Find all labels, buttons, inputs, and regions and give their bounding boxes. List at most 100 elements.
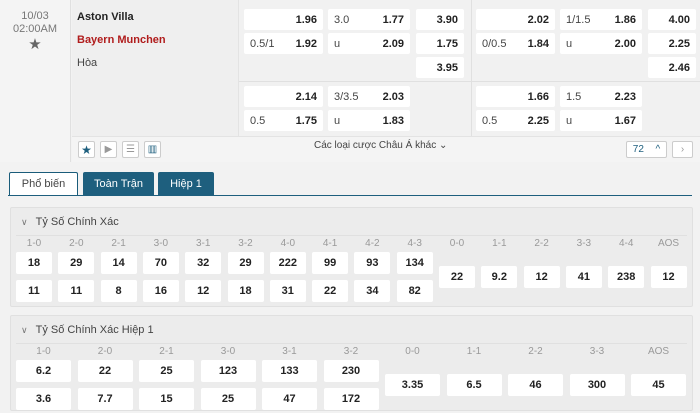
odds-line: 0.5/1	[250, 37, 275, 50]
draw-score-odds[interactable]: 12	[523, 266, 560, 288]
stats-icon[interactable]: ▥	[144, 141, 161, 158]
score-label: 4-0	[280, 238, 296, 249]
odds-line: 3.0	[334, 13, 350, 26]
1x2-odds[interactable]: 2.46	[648, 57, 696, 78]
odds-value: 2.00	[614, 37, 636, 50]
home-score-odds[interactable]: 29	[58, 252, 95, 274]
away-score-odds[interactable]: 34	[354, 280, 391, 302]
draw-score-odds[interactable]: 41	[565, 266, 602, 288]
home-team: Aston Villa	[77, 11, 134, 23]
odds-value: 3.90	[436, 13, 458, 26]
score-label: 2-2	[528, 346, 543, 357]
more-bets-button[interactable]: Các loại cược Châu Á khác ⌄	[314, 140, 447, 151]
away-score-odds[interactable]: 16	[142, 280, 179, 302]
away-score-odds[interactable]: 8	[100, 280, 137, 302]
odds-value: 1.84	[527, 37, 549, 50]
away-score-odds[interactable]: 47	[262, 388, 317, 410]
score-label: 1-1	[466, 346, 482, 357]
tab-first-half[interactable]: Hiệp 1	[158, 172, 214, 195]
away-score-odds[interactable]: 172	[323, 388, 379, 410]
home-score-odds[interactable]: 134	[396, 252, 433, 274]
over-under-odds[interactable]: 3.0 1.77	[328, 9, 410, 30]
home-score-odds[interactable]: 14	[100, 252, 137, 274]
odds-value: 1.96	[295, 13, 317, 26]
count-button[interactable]: 72 ^	[626, 141, 667, 158]
handicap-odds[interactable]: 1.96	[244, 9, 323, 30]
over-under-odds[interactable]: u 1.83	[328, 110, 410, 131]
score-label: 1-1	[492, 238, 507, 249]
tab-full-match[interactable]: Toàn Trận	[83, 172, 154, 195]
away-score-odds[interactable]: 22	[312, 280, 349, 302]
odds-value: 1.77	[382, 13, 404, 26]
handicap-odds[interactable]: 0/0.5 1.84	[476, 33, 555, 54]
play-icon[interactable]: ▶	[100, 141, 117, 158]
home-score-odds[interactable]: 25	[139, 360, 194, 382]
away-score-odds[interactable]: 15	[139, 388, 194, 410]
tab-popular[interactable]: Phổ biến	[9, 172, 78, 195]
away-score-odds[interactable]: 7.7	[77, 388, 133, 410]
next-button[interactable]: ›	[672, 141, 693, 158]
draw-score-odds[interactable]: 12	[650, 266, 687, 288]
odds-line: 0.5	[482, 114, 498, 127]
score-label: 2-0	[97, 346, 113, 357]
favorite-star-icon[interactable]: ★	[78, 141, 95, 158]
draw-score-odds[interactable]: 3.35	[385, 374, 440, 396]
chevron-up-icon: ^	[655, 144, 661, 155]
1x2-odds[interactable]: 1.75	[416, 33, 464, 54]
draw-score-odds[interactable]: 9.2	[481, 266, 518, 288]
home-score-odds[interactable]: 230	[323, 360, 379, 382]
home-score-odds[interactable]: 22	[77, 360, 133, 382]
handicap-odds[interactable]: 2.14	[244, 86, 323, 107]
home-score-odds[interactable]: 6.2	[16, 360, 71, 382]
section-header[interactable]: ∨ Tỷ Số Chính Xác Hiệp 1	[21, 324, 154, 336]
over-under-odds[interactable]: u 1.67	[560, 110, 642, 131]
home-score-odds[interactable]: 93	[354, 252, 391, 274]
more-bets-label: Các loại cược Châu Á khác	[314, 140, 437, 151]
away-score-odds[interactable]: 82	[396, 280, 433, 302]
home-score-odds[interactable]: 222	[269, 252, 306, 274]
draw-score-odds[interactable]: 22	[439, 266, 475, 288]
1x2-odds[interactable]: 2.25	[648, 33, 696, 54]
handicap-odds[interactable]: 2.02	[476, 9, 555, 30]
odds-line: 0.5	[250, 114, 266, 127]
score-label: 2-0	[69, 238, 84, 249]
1x2-odds[interactable]: 4.00	[648, 9, 696, 30]
match-clock: 02:00AM	[12, 23, 58, 35]
away-score-odds[interactable]: 25	[200, 388, 256, 410]
over-under-odds[interactable]: 1/1.5 1.86	[560, 9, 642, 30]
handicap-odds[interactable]: 0.5 2.25	[476, 110, 555, 131]
1x2-odds[interactable]: 3.90	[416, 9, 464, 30]
section-header[interactable]: ∨ Tỷ Số Chính Xác	[21, 216, 119, 228]
draw-score-odds[interactable]: 300	[569, 374, 625, 396]
handicap-odds[interactable]: 0.5/1 1.92	[244, 33, 323, 54]
list-icon[interactable]: ☰	[122, 141, 139, 158]
away-score-odds[interactable]: 3.6	[16, 388, 71, 410]
home-score-odds[interactable]: 32	[185, 252, 222, 274]
1x2-odds[interactable]: 3.95	[416, 57, 464, 78]
away-score-odds[interactable]: 18	[227, 280, 264, 302]
chevron-down-icon: ∨	[21, 325, 28, 335]
over-under-odds[interactable]: u 2.09	[328, 33, 410, 54]
away-score-odds[interactable]: 31	[269, 280, 306, 302]
score-label: 4-3	[407, 238, 422, 249]
over-under-odds[interactable]: u 2.00	[560, 33, 642, 54]
home-score-odds[interactable]: 133	[262, 360, 317, 382]
away-score-odds[interactable]: 11	[58, 280, 95, 302]
score-label: AOS	[657, 238, 680, 249]
home-score-odds[interactable]: 18	[16, 252, 52, 274]
away-score-odds[interactable]: 12	[185, 280, 222, 302]
draw-score-odds[interactable]: 6.5	[446, 374, 502, 396]
draw-score-odds[interactable]: 45	[631, 374, 686, 396]
favorite-star-icon[interactable]: ★	[28, 36, 42, 53]
draw-score-odds[interactable]: 46	[508, 374, 563, 396]
away-score-odds[interactable]: 11	[16, 280, 52, 302]
home-score-odds[interactable]: 70	[142, 252, 179, 274]
over-under-odds[interactable]: 1.5 2.23	[560, 86, 642, 107]
home-score-odds[interactable]: 99	[312, 252, 349, 274]
handicap-odds[interactable]: 0.5 1.75	[244, 110, 323, 131]
home-score-odds[interactable]: 29	[227, 252, 264, 274]
home-score-odds[interactable]: 123	[200, 360, 256, 382]
over-under-odds[interactable]: 3/3.5 2.03	[328, 86, 410, 107]
draw-score-odds[interactable]: 238	[608, 266, 645, 288]
handicap-odds[interactable]: 1.66	[476, 86, 555, 107]
